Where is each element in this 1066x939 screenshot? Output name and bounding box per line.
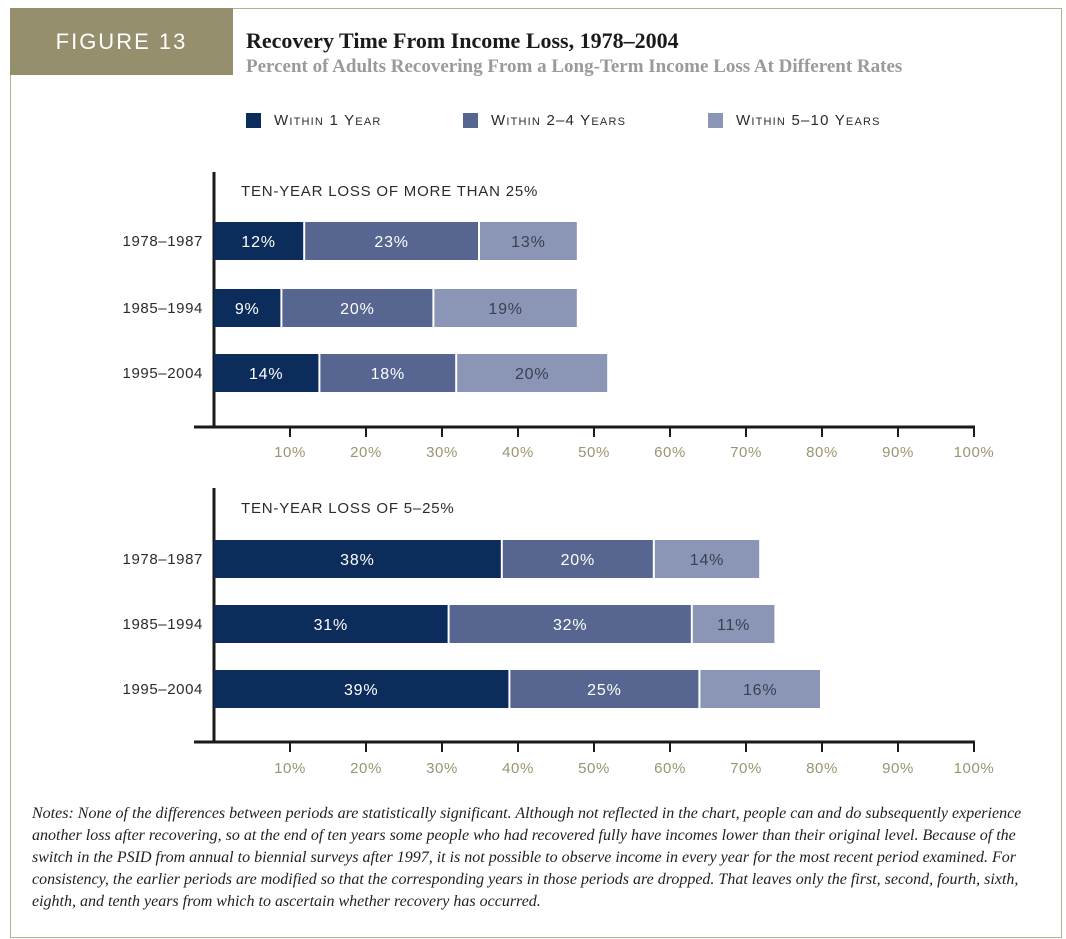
panel-2-tick-label: 50% — [578, 760, 610, 777]
panel-1-bar-segment — [214, 222, 304, 260]
panel-1-bar-segment — [457, 354, 608, 392]
chart-subtitle: Percent of Adults Recovering From a Long… — [246, 56, 903, 77]
chart-canvas: TEN-YEAR LOSS OF MORE THAN 25% 10% 20% 30% 4… — [123, 172, 995, 777]
legend-label: Within 1 Year — [274, 112, 382, 129]
panel-1-tick-label: 50% — [578, 444, 610, 461]
figure-label: FIGURE 13 — [10, 8, 233, 75]
panel-1-bar-label: 12% — [241, 234, 275, 251]
panel-1-bar-segment — [480, 222, 577, 260]
panel-1-tick-label: 90% — [882, 444, 914, 461]
panel-1-bar-segment — [214, 289, 281, 327]
panel-2-bar-segment — [692, 605, 775, 643]
legend-item-within-2-4-years: Within 2–4 Years — [463, 112, 626, 129]
panel-1-tick-label: 20% — [350, 444, 382, 461]
panel-1-bar-label: 9% — [235, 301, 260, 318]
panel-2-bar-label: 32% — [553, 617, 587, 634]
panel-1-bar-segment — [434, 289, 577, 327]
panel-1-bar-segment — [214, 354, 319, 392]
panel-2-bar-label: 14% — [690, 552, 724, 569]
panel-1-category-label: 1978–1987 — [123, 233, 203, 250]
panel-2-bar-label: 38% — [340, 552, 374, 569]
chart-notes: Notes: None of the differences between p… — [32, 805, 1022, 910]
legend-swatch-within-1-year — [246, 113, 261, 128]
panel-2-bar-segment — [214, 540, 501, 578]
panel-2-bar-segment — [214, 670, 509, 708]
legend-swatch-within-2-4-years — [463, 113, 478, 128]
legend-swatch-within-5-10-years — [708, 113, 723, 128]
panel-2-category-label: 1995–2004 — [123, 681, 203, 698]
panel-2-tick-label: 70% — [730, 760, 762, 777]
panel-2-tick-label: 80% — [806, 760, 838, 777]
panel-1-bar-label: 13% — [511, 234, 545, 251]
panel-2-tick-label: 60% — [654, 760, 686, 777]
panel-2-bar-label: 39% — [344, 682, 378, 699]
panel-2-bar-label: 25% — [587, 682, 621, 699]
chart-title: Recovery Time From Income Loss, 1978–200… — [246, 28, 679, 53]
panel-1-category-label: 1995–2004 — [123, 365, 203, 382]
panel-1-tick-label: 70% — [730, 444, 762, 461]
panel-2-bar-segment — [449, 605, 691, 643]
panel-1-bar-label: 23% — [374, 234, 408, 251]
panel-1-title: TEN-YEAR LOSS OF MORE THAN 25% — [241, 183, 538, 200]
panel-1-tick-label: 40% — [502, 444, 534, 461]
figure-frame — [10, 8, 1062, 938]
panel-2-bar-label: 11% — [717, 617, 750, 634]
panel-2-category-label: 1978–1987 — [123, 551, 203, 568]
panel-1-bar-label: 19% — [488, 301, 522, 318]
panel-2-tick-label: 40% — [502, 760, 534, 777]
panel-2-bar-segment — [654, 540, 760, 578]
panel-1-bar-label: 18% — [371, 366, 405, 383]
panel-1-bar-label: 20% — [340, 301, 374, 318]
panel-1-category-label: 1985–1994 — [123, 300, 203, 317]
legend-item-within-1-year: Within 1 Year — [246, 112, 382, 129]
panel-1-tick-label: 80% — [806, 444, 838, 461]
panel-2-category-label: 1985–1994 — [123, 616, 203, 633]
panel-1-tick-label: 60% — [654, 444, 686, 461]
panel-2-bar-segment — [700, 670, 820, 708]
panel-2-title: TEN-YEAR LOSS OF 5–25% — [241, 500, 455, 517]
legend-label: Within 5–10 Years — [736, 112, 881, 129]
panel-1-bar-label: 14% — [249, 366, 283, 383]
panel-1-bar-label: 20% — [515, 366, 549, 383]
panel-1-tick-label: 10% — [274, 444, 306, 461]
panel-2-tick-label: 100% — [954, 760, 995, 777]
panel-2-bar-segment — [214, 605, 448, 643]
panel-2-bar-label: 16% — [743, 682, 777, 699]
panel-2-tick-label: 90% — [882, 760, 914, 777]
panel-2-tick-label: 30% — [426, 760, 458, 777]
panel-1-tick-label: 30% — [426, 444, 458, 461]
panel-1-bar-segment — [282, 289, 433, 327]
legend-item-within-5-10-years: Within 5–10 Years — [708, 112, 881, 129]
panel-1-tick-label: 100% — [954, 444, 995, 461]
panel-2-tick-label: 20% — [350, 760, 382, 777]
panel-2-bar-segment — [502, 540, 653, 578]
panel-2-bar-label: 31% — [314, 617, 348, 634]
panel-2-bar-label: 20% — [561, 552, 595, 569]
panel-2-tick-label: 10% — [274, 760, 306, 777]
panel-2-bar-segment — [510, 670, 699, 708]
legend-label: Within 2–4 Years — [491, 112, 627, 129]
panel-1-bar-segment — [320, 354, 456, 392]
panel-1-bar-segment — [305, 222, 478, 260]
